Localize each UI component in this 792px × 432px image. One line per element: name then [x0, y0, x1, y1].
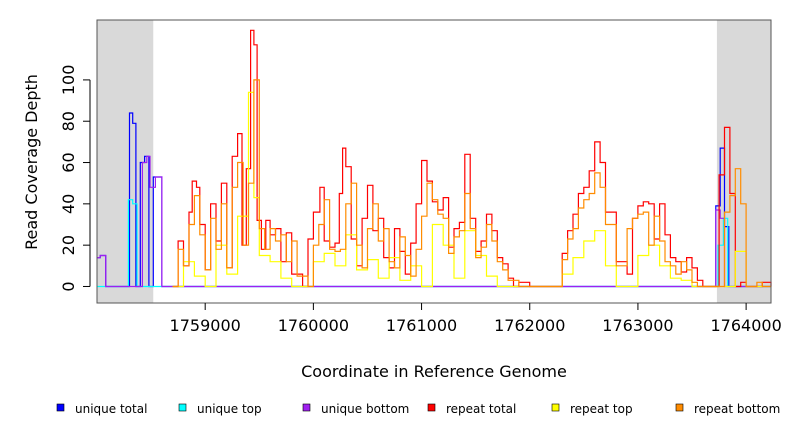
series-lines — [97, 29, 772, 288]
flank-regions — [97, 20, 771, 303]
legend-label: repeat top — [570, 402, 633, 416]
flank-region-1 — [716, 20, 771, 303]
legend-label: repeat total — [446, 402, 516, 416]
legend-swatch — [427, 403, 436, 412]
series-line-repeat-bottom — [172, 79, 771, 288]
legend-item: repeat total — [427, 402, 516, 416]
y-tick-label: 60 — [59, 152, 78, 172]
y-tick-label: 100 — [59, 65, 78, 96]
legend-swatch — [56, 403, 65, 412]
x-axis-label: Coordinate in Reference Genome — [301, 362, 567, 381]
y-tick-label: 40 — [59, 194, 78, 214]
flank-region-0 — [97, 20, 154, 303]
x-tick-label: 1763000 — [602, 316, 673, 335]
legend-item: unique bottom — [302, 402, 409, 416]
y-axis-label: Read Coverage Depth — [22, 74, 41, 250]
x-tick-label: 1764000 — [710, 316, 781, 335]
legend-swatch — [178, 403, 187, 412]
y-tick-label: 80 — [59, 111, 78, 131]
y-axis: 0 20 40 60 80 100 — [59, 65, 91, 292]
legend-item: repeat bottom — [675, 402, 780, 416]
series-line-unique-bottom — [97, 155, 771, 288]
y-tick-label: 0 — [59, 281, 78, 291]
legend-swatch — [551, 403, 560, 412]
legend-swatch — [675, 403, 684, 412]
x-tick-label: 1762000 — [494, 316, 565, 335]
x-tick-label: 1759000 — [170, 316, 241, 335]
legend-item: unique total — [56, 402, 147, 416]
legend-label: repeat bottom — [694, 402, 780, 416]
plot-frame — [96, 19, 772, 304]
legend-item: repeat top — [551, 402, 633, 416]
x-tick-label: 1761000 — [386, 316, 457, 335]
legend-label: unique bottom — [321, 402, 409, 416]
x-tick-label: 1760000 — [278, 316, 349, 335]
legend-item: unique top — [178, 402, 262, 416]
legend-swatch — [302, 403, 311, 412]
legend-label: unique total — [75, 402, 147, 416]
legend-label: unique top — [197, 402, 262, 416]
y-tick-label: 20 — [59, 235, 78, 255]
x-axis: 1759000 1760000 1761000 1762000 1763000 17640… — [170, 303, 782, 335]
legend: unique total unique top unique bottom repea… — [56, 402, 780, 416]
